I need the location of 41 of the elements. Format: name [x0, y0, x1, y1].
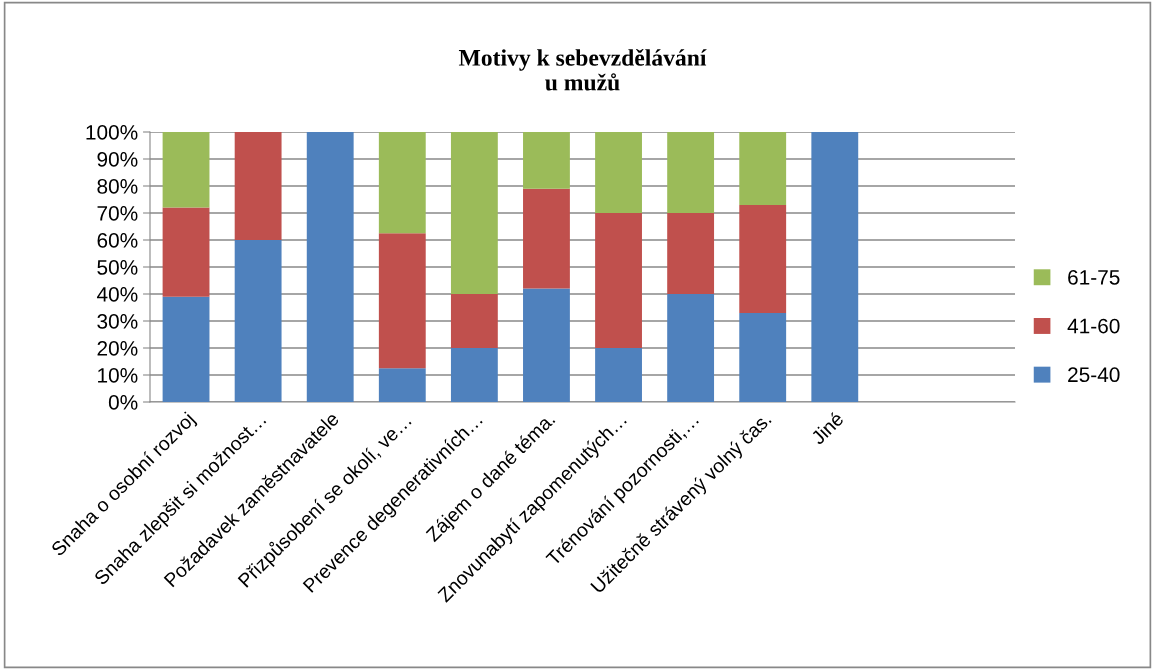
bar [667, 294, 715, 402]
y-tick-label: 40% [96, 287, 138, 302]
bar [234, 240, 282, 402]
bar [811, 132, 859, 402]
bar [378, 233, 426, 369]
bar [162, 132, 210, 208]
bar [523, 288, 570, 402]
bar [739, 132, 787, 205]
bar [523, 132, 570, 189]
x-tick-label: Jiné [809, 410, 845, 446]
y-tick-label: 10% [98, 368, 138, 383]
y-tick-label: 60% [97, 233, 138, 248]
bar [739, 312, 787, 402]
legend-label: 25-40 [1068, 367, 1120, 383]
bar [450, 294, 498, 348]
bar [595, 348, 642, 402]
legend-label: 41-60 [1067, 318, 1120, 334]
bar [378, 368, 426, 402]
y-tick-label: 80% [97, 179, 138, 194]
bar [739, 204, 787, 313]
bar [667, 132, 715, 213]
bar [450, 132, 498, 294]
bar [595, 132, 642, 213]
y-tick-label: 70% [97, 206, 138, 221]
bar [306, 132, 354, 402]
bar [378, 132, 426, 234]
legend-label: 61-75 [1068, 269, 1120, 285]
y-tick-label: 20% [97, 341, 138, 356]
bar [162, 296, 210, 402]
bar [595, 213, 642, 348]
y-tick-label: 100% [86, 125, 138, 140]
bar [523, 188, 570, 289]
bar [667, 213, 715, 294]
bar [450, 348, 498, 402]
y-tick-label: 0% [108, 395, 138, 410]
bar [234, 132, 282, 240]
y-tick-label: 50% [97, 260, 138, 275]
chart-title: Motivy k sebevzdělávání u mužů [458, 48, 707, 91]
y-tick-label: 90% [97, 152, 138, 167]
y-tick-label: 30% [97, 314, 138, 329]
bar [162, 207, 210, 297]
